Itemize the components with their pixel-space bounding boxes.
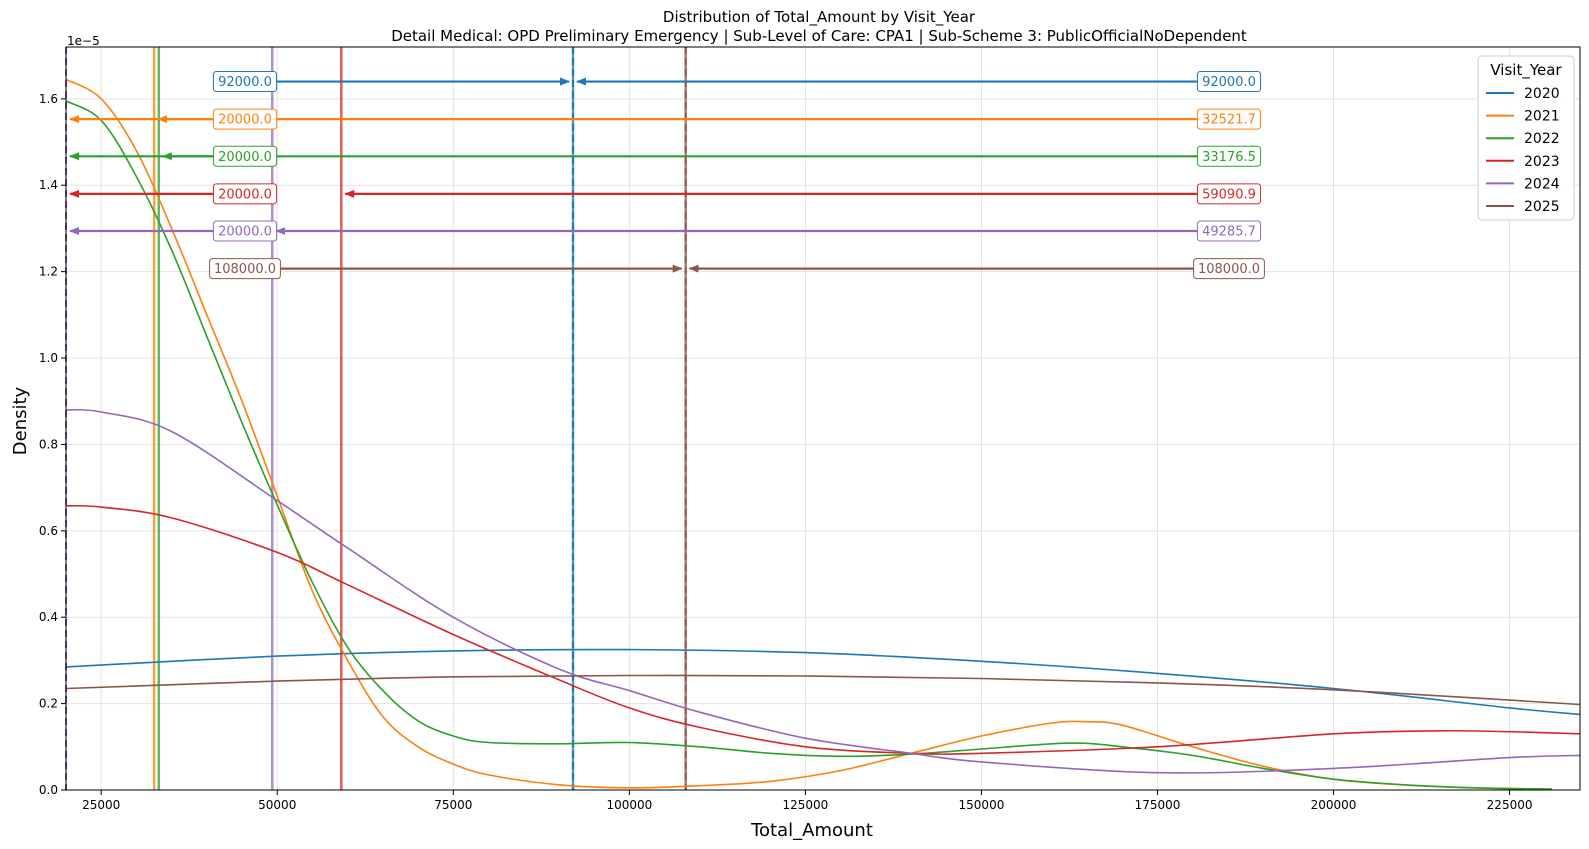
mean-label-2022-text: 33176.5 bbox=[1202, 150, 1256, 165]
y-tick-label-3: 0.6 bbox=[39, 524, 58, 538]
legend: Visit_Year 2020 2021 2022 2023 2024 2025 bbox=[1477, 55, 1575, 221]
grid-layer bbox=[66, 47, 1580, 791]
mean-label-2022-box bbox=[1196, 145, 1262, 167]
median-label-2022-box bbox=[212, 145, 278, 167]
x-tick-label-5: 150000 bbox=[959, 798, 1005, 812]
mean-label-2025: 108000.0 bbox=[1193, 258, 1265, 280]
legend-title: Visit_Year bbox=[1490, 61, 1562, 80]
median-label-2021: 20000.0 bbox=[212, 108, 278, 130]
median-label-2022: 20000.0 bbox=[212, 145, 278, 167]
legend-box bbox=[1477, 55, 1575, 221]
x-tick-label-4: 125000 bbox=[782, 798, 828, 812]
median-label-2025-text: 108000.0 bbox=[214, 262, 276, 277]
median-label-2021-text: 20000.0 bbox=[218, 113, 272, 128]
chart-subtitle: Detail Medical: OPD Preliminary Emergenc… bbox=[391, 27, 1247, 45]
density-curve-2021 bbox=[65, 78, 1552, 790]
legend-entry-2022: 2022 bbox=[1524, 131, 1560, 147]
y-tick-label-4: 0.8 bbox=[39, 437, 58, 451]
plot-frame bbox=[65, 46, 1581, 791]
y-tick-label-1: 0.2 bbox=[39, 697, 58, 711]
legend-entry-2021: 2021 bbox=[1524, 109, 1560, 125]
y-tick-label-0: 0.0 bbox=[39, 783, 58, 797]
median-label-2021-box bbox=[212, 108, 278, 130]
legend-entry-2023: 2023 bbox=[1524, 154, 1560, 170]
mean-label-2021: 32521.7 bbox=[1196, 108, 1262, 130]
mean-label-2021-box bbox=[1196, 108, 1262, 130]
x-tick-label-6: 175000 bbox=[1135, 798, 1181, 812]
median-label-2020: 92000.0 bbox=[212, 71, 278, 93]
density-curve-2022 bbox=[65, 100, 1552, 790]
mean-label-2020-text: 92000.0 bbox=[1202, 75, 1256, 90]
median-label-2024-box bbox=[212, 220, 278, 242]
axes-layer: 25000 50000 75000 100000 125000 150000 175000 2… bbox=[39, 46, 1581, 812]
density-curve-2023 bbox=[65, 504, 1581, 755]
median-label-2020-text: 92000.0 bbox=[218, 75, 272, 90]
density-curve-2024 bbox=[65, 408, 1581, 774]
mean-label-2022: 33176.5 bbox=[1196, 145, 1262, 167]
x-axis-label: Total_Amount bbox=[750, 820, 873, 841]
median-label-2024-text: 20000.0 bbox=[218, 225, 272, 240]
median-label-2025-box bbox=[209, 258, 281, 280]
mean-label-2024: 49285.7 bbox=[1196, 220, 1262, 242]
median-label-2022-text: 20000.0 bbox=[218, 150, 272, 165]
mean-label-2025-text: 108000.0 bbox=[1198, 262, 1260, 277]
mean-label-2024-text: 49285.7 bbox=[1202, 225, 1256, 240]
mean-label-2023-text: 59090.9 bbox=[1202, 187, 1256, 202]
mean-label-2020-box bbox=[1196, 71, 1262, 93]
legend-entry-2025: 2025 bbox=[1524, 199, 1560, 215]
y-axis-label: Density bbox=[10, 386, 31, 455]
density-curve-layer bbox=[65, 78, 1581, 790]
median-label-2020-box bbox=[212, 71, 278, 93]
y-tick-label-2: 0.4 bbox=[39, 610, 58, 624]
x-tick-label-2: 75000 bbox=[434, 798, 472, 812]
y-tick-label-5: 1.0 bbox=[39, 351, 58, 365]
density-curve-2020 bbox=[65, 648, 1581, 716]
x-tick-label-0: 25000 bbox=[82, 798, 120, 812]
median-label-2023-box bbox=[212, 183, 278, 205]
median-label-2023: 20000.0 bbox=[212, 183, 278, 205]
legend-entry-2020: 2020 bbox=[1524, 86, 1560, 102]
density-curve-2025 bbox=[65, 674, 1581, 706]
median-label-2024: 20000.0 bbox=[212, 220, 278, 242]
median-label-2025: 108000.0 bbox=[209, 258, 281, 280]
chart-title: Distribution of Total_Amount by Visit_Ye… bbox=[663, 8, 976, 27]
y-tick-label-7: 1.4 bbox=[39, 178, 58, 192]
x-tick-label-7: 200000 bbox=[1311, 798, 1357, 812]
y-scale-label: 1e−5 bbox=[67, 34, 100, 48]
median-label-2023-text: 20000.0 bbox=[218, 187, 272, 202]
y-tick-label-6: 1.2 bbox=[39, 265, 58, 279]
annotation-arrow-layer: 92000.0 92000.0 20000.0 32521.7 20000.0 33176… bbox=[69, 71, 1265, 280]
y-tick-label-8: 1.6 bbox=[39, 92, 58, 106]
legend-entry-2024: 2024 bbox=[1524, 176, 1560, 192]
mean-label-2025-box bbox=[1193, 258, 1265, 280]
x-tick-label-8: 225000 bbox=[1487, 798, 1533, 812]
mean-label-2024-box bbox=[1196, 220, 1262, 242]
x-tick-label-1: 50000 bbox=[258, 798, 296, 812]
mean-label-2020: 92000.0 bbox=[1196, 71, 1262, 93]
mean-label-2021-text: 32521.7 bbox=[1202, 113, 1256, 128]
x-tick-label-3: 100000 bbox=[606, 798, 652, 812]
mean-label-2023-box bbox=[1196, 183, 1262, 205]
mean-label-2023: 59090.9 bbox=[1196, 183, 1262, 205]
